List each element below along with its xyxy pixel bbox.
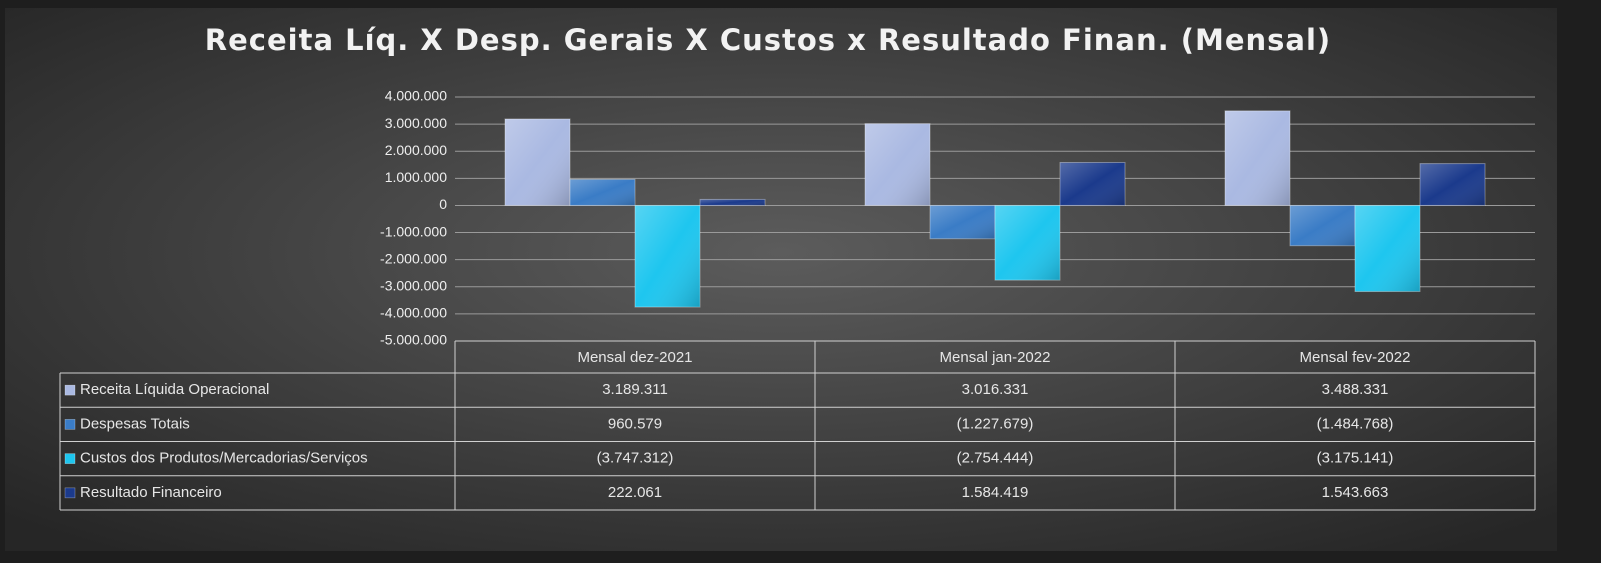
y-tick-label: -1.000.000 [380,223,447,239]
bar [929,204,996,240]
y-tick-label: -5.000.000 [380,332,447,348]
bar [504,118,571,206]
table-header: Mensal jan-2022 [940,349,1051,366]
bar [1289,204,1356,247]
legend-label: Custos dos Produtos/Mercadorias/Serviços [80,450,368,467]
table-header: Mensal dez-2021 [577,349,692,366]
bar [569,178,636,206]
y-tick-label: -2.000.000 [380,250,447,266]
table-value: (3.175.141) [1317,450,1394,467]
bar [1419,163,1486,206]
bar [1059,161,1126,206]
bar [864,123,931,206]
legend-key [64,453,76,464]
table-value: 1.543.663 [1322,484,1389,501]
table-value: 3.016.331 [962,381,1029,398]
y-tick-label: 0 [439,196,447,212]
chart-background [5,8,1557,551]
table-value: (2.754.444) [957,450,1034,467]
y-tick-label: 3.000.000 [385,115,447,131]
legend-label: Resultado Financeiro [80,484,222,501]
bar [994,204,1061,281]
table-value: 3.189.311 [602,381,668,398]
legend-label: Despesas Totais [80,415,190,432]
table-header: Mensal fev-2022 [1300,349,1411,366]
y-tick-label: -3.000.000 [380,277,447,293]
table-value: 960.579 [608,415,662,432]
table-value: (1.227.679) [957,415,1034,432]
table-value: (3.747.312) [597,450,674,467]
table-value: (1.484.768) [1317,415,1394,432]
y-tick-label: -4.000.000 [380,305,447,321]
bar [634,204,701,308]
legend-label: Receita Líquida Operacional [80,381,269,398]
chart-title: Receita Líq. X Desp. Gerais X Custos x R… [205,23,1331,57]
table-value: 3.488.331 [1322,381,1389,398]
bar [1224,110,1291,206]
legend-key [64,419,76,430]
table-value: 1.584.419 [962,484,1029,501]
bar [699,198,766,206]
y-tick-label: 2.000.000 [385,142,447,158]
table-value: 222.061 [608,484,662,501]
y-tick-label: 4.000.000 [385,88,447,104]
bar [1354,204,1421,293]
y-tick-label: 1.000.000 [385,169,447,185]
legend-key [64,384,76,396]
legend-key [64,487,76,499]
